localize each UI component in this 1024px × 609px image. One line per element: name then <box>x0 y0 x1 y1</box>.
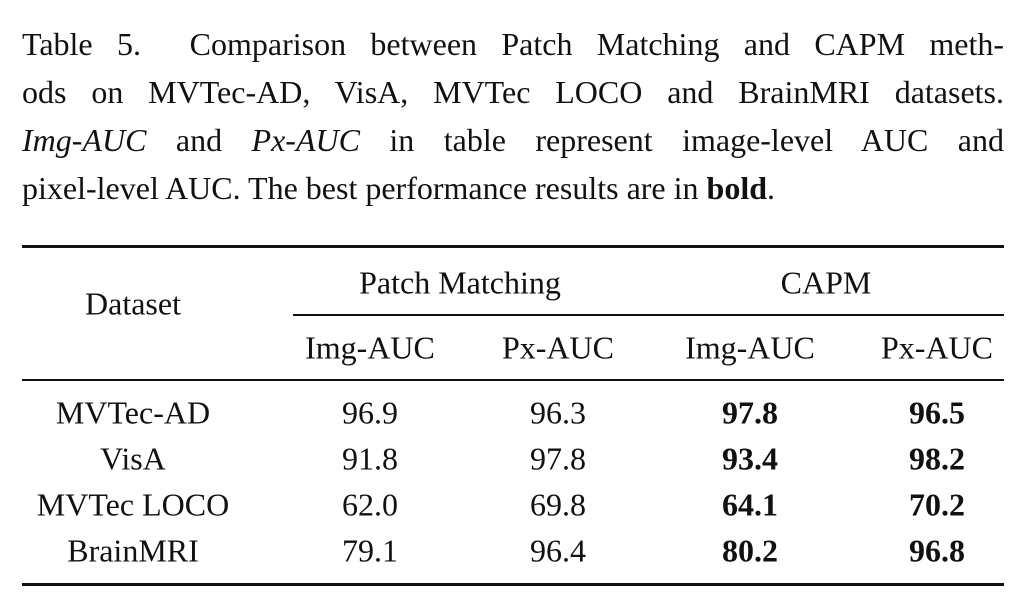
column-header: Px-AUC <box>501 329 615 366</box>
table-cell: 62.0 <box>342 486 398 523</box>
row-label: MVTec LOCO <box>36 486 230 523</box>
top-rule <box>22 245 1004 248</box>
table-cell: 97.8 <box>530 440 586 477</box>
caption-term: Px-AUC <box>251 122 360 158</box>
row-label: MVTec-AD <box>55 394 211 431</box>
group-header: Patch Matching <box>359 264 561 301</box>
caption-term: Img-AUC <box>22 122 147 158</box>
caption-line: pixel-level AUC. The best performance re… <box>22 164 1004 212</box>
group-header: CAPM <box>780 264 872 301</box>
caption-text: in table represent image-level AUC and <box>389 122 1005 158</box>
table-cell: 91.8 <box>342 440 398 477</box>
caption-bold: bold <box>706 170 767 206</box>
table-cell: 70.2 <box>909 486 965 523</box>
caption-label: Table 5. <box>22 26 141 62</box>
table-cell: 69.8 <box>530 486 586 523</box>
table-cell: 80.2 <box>722 532 778 569</box>
group-rule <box>293 314 1004 316</box>
table-cell: 97.8 <box>722 394 778 431</box>
caption-line: Img-AUC and Px-AUC in table represent im… <box>22 116 1004 164</box>
caption-text: and <box>175 122 223 158</box>
caption-text: Comparison between Patch Matching and CA… <box>189 26 1005 62</box>
bottom-rule <box>22 583 1004 586</box>
caption-line: Table 5. Comparison between Patch Matchi… <box>22 20 1004 68</box>
row-label: VisA <box>100 440 166 477</box>
column-header: Img-AUC <box>685 329 815 366</box>
caption-line: ods on MVTec-AD, VisA, MVTec LOCO and Br… <box>22 68 1004 116</box>
table-cell: 93.4 <box>722 440 778 477</box>
table-cell: 96.8 <box>909 532 965 569</box>
mid-rule <box>22 379 1004 381</box>
column-header: Img-AUC <box>305 329 435 366</box>
row-label: BrainMRI <box>67 532 199 569</box>
table-cell: 96.5 <box>909 394 965 431</box>
table-cell: 96.3 <box>530 394 586 431</box>
header-cell: Dataset <box>85 285 181 322</box>
table-cell: 96.4 <box>530 532 586 569</box>
table-cell: 79.1 <box>342 532 398 569</box>
caption-text: . <box>767 170 775 206</box>
table-cell: 98.2 <box>909 440 965 477</box>
caption-text: pixel-level AUC. The best performance re… <box>22 170 699 206</box>
table-cell: 64.1 <box>722 486 778 523</box>
caption-text: ods on MVTec-AD, VisA, MVTec LOCO and Br… <box>22 74 1004 110</box>
column-header: Px-AUC <box>880 329 994 366</box>
table-cell: 96.9 <box>342 394 398 431</box>
